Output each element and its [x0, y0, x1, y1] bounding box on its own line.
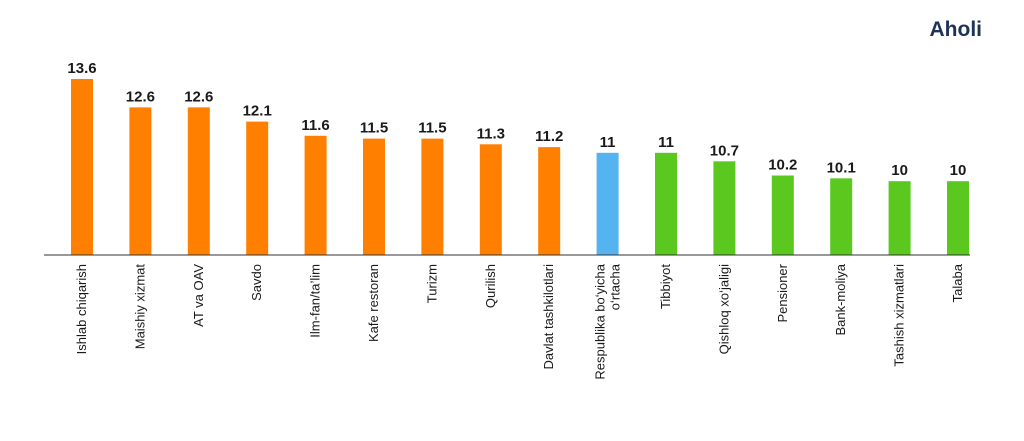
bar — [771, 175, 794, 255]
category-labels-group: Ishlab chiqarish Maishiy xizmat AT va OAV S… — [74, 263, 965, 379]
bar — [421, 138, 444, 255]
category-label: Talaba — [950, 263, 965, 302]
bar — [596, 152, 619, 255]
bar-value-label: 11.5 — [360, 120, 388, 137]
bar-value-label: 11.6 — [301, 117, 329, 134]
category-label: AT va OAV — [191, 264, 206, 327]
bar — [888, 181, 911, 255]
category-label: Tashish xizmatlari — [892, 264, 907, 367]
category-label: Ishlab chiqarish — [74, 264, 89, 354]
category-label: Savdo — [249, 264, 264, 301]
bar — [246, 121, 269, 255]
bar-value-label: 10 — [891, 162, 908, 179]
value-labels-group: 13.6 12.6 12.6 12.1 11.6 11.5 11.5 11.3 11.2 11 11… — [67, 60, 966, 179]
category-label: Turizm — [424, 264, 439, 303]
category-label: Respublika bo‘yichao‘rtacha — [593, 263, 623, 379]
bar-value-label: 10.2 — [768, 157, 797, 174]
bar — [479, 144, 502, 255]
bar-value-label: 10 — [950, 162, 967, 179]
bar — [129, 107, 152, 255]
bar — [304, 135, 327, 255]
bars-group — [71, 79, 969, 255]
category-label: Kafe restoran — [366, 264, 381, 342]
bar-value-label: 10.7 — [710, 142, 739, 159]
category-label: Maishiy xizmat — [132, 264, 147, 350]
bar — [830, 178, 853, 255]
bar-value-label: 11 — [658, 134, 674, 151]
bar-value-label: 13.6 — [67, 60, 96, 77]
bar-value-label: 10.1 — [827, 159, 856, 176]
bar — [363, 138, 385, 255]
bar — [538, 147, 561, 255]
category-label: Qishloq xo‘jaligi — [716, 264, 731, 354]
bar-value-label: 11.2 — [535, 128, 563, 145]
bar-value-label: 11.3 — [477, 125, 505, 142]
bar — [947, 181, 969, 255]
bar — [187, 107, 210, 255]
category-label: Pensioner — [775, 263, 790, 322]
brand-logo-text: Aholi — [929, 18, 983, 41]
category-label: Bank-moliya — [833, 263, 848, 335]
bar — [655, 152, 677, 255]
category-label: Ilm-fan/ta’lim — [308, 264, 323, 338]
bar-value-label: 11.5 — [418, 120, 446, 137]
bar — [71, 79, 93, 255]
bar-value-label: 12.6 — [126, 88, 155, 105]
category-label: Davlat tashkilotlari — [541, 264, 556, 370]
category-label: Tibbiyot — [658, 264, 673, 309]
bar-value-label: 12.1 — [243, 103, 272, 120]
bar-value-label: 11 — [600, 134, 616, 151]
bar — [713, 161, 736, 255]
bar-value-label: 12.6 — [184, 88, 213, 105]
category-label: Qurilish — [483, 264, 498, 308]
